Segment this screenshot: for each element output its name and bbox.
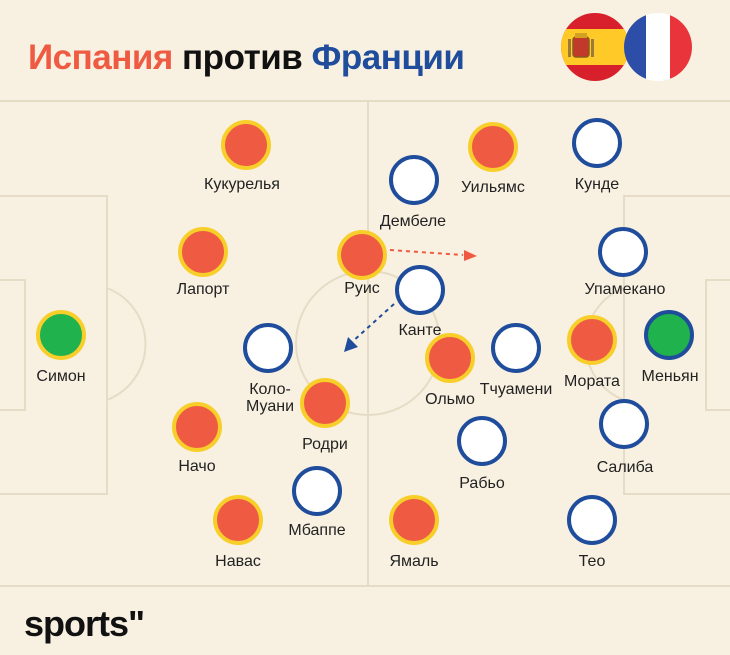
title-versus: против bbox=[182, 38, 303, 77]
player-name: Рабьо bbox=[459, 475, 505, 492]
player-disc-icon bbox=[178, 227, 228, 277]
player-name: Тео bbox=[578, 553, 606, 570]
sports-logo: sports" bbox=[24, 603, 145, 644]
player-name: Коло- Муани bbox=[246, 381, 294, 415]
player-disc-icon bbox=[598, 227, 648, 277]
page-title: Испания против Франции bbox=[28, 38, 465, 77]
player-name: Ямаль bbox=[389, 553, 439, 570]
player-disc-icon bbox=[221, 120, 271, 170]
player-disc-icon bbox=[243, 323, 293, 373]
player-disc-icon bbox=[457, 416, 507, 466]
player-disc-icon bbox=[644, 310, 694, 360]
player-disc-icon bbox=[567, 315, 617, 365]
player-name: Лапорт bbox=[176, 281, 230, 298]
player-disc-icon bbox=[172, 402, 222, 452]
player-name: Упамекано bbox=[584, 281, 666, 298]
player-disc-icon bbox=[300, 378, 350, 428]
player-disc-icon bbox=[491, 323, 541, 373]
title-france: Франции bbox=[311, 38, 465, 77]
player-name: Руис bbox=[344, 280, 380, 297]
player-name: Мбаппе bbox=[288, 522, 346, 539]
player-disc-icon bbox=[599, 399, 649, 449]
player-disc-icon bbox=[389, 495, 439, 545]
run-arrow-blue bbox=[344, 303, 395, 352]
player-disc-icon bbox=[292, 466, 342, 516]
player-disc-icon bbox=[572, 118, 622, 168]
player-name: Родри bbox=[302, 436, 348, 453]
france-flag-icon bbox=[624, 13, 692, 81]
player-disc-icon bbox=[36, 310, 86, 360]
player-name: Начо bbox=[178, 458, 216, 475]
player-disc-icon bbox=[395, 265, 445, 315]
player-name: Симон bbox=[36, 368, 86, 385]
player-disc-icon bbox=[567, 495, 617, 545]
player-disc-icon bbox=[468, 122, 518, 172]
player-disc-icon bbox=[389, 155, 439, 205]
player-name: Тчуамени bbox=[479, 381, 553, 398]
pass-arrow-red bbox=[389, 249, 477, 261]
player-name: Мората bbox=[564, 373, 620, 390]
player-disc-icon bbox=[337, 230, 387, 280]
title-spain: Испания bbox=[28, 38, 173, 77]
player-name: Меньян bbox=[641, 368, 699, 385]
player-disc-icon bbox=[425, 333, 475, 383]
player-name: Уильямс bbox=[461, 179, 525, 196]
player-name: Навас bbox=[215, 553, 261, 570]
spain-flag-icon bbox=[561, 13, 629, 81]
player-name: Ольмо bbox=[425, 391, 475, 408]
player-name: Канте bbox=[398, 322, 442, 339]
player-name: Кукурелья bbox=[204, 176, 280, 193]
player-name: Кунде bbox=[574, 176, 620, 193]
player-name: Дембеле bbox=[379, 213, 447, 230]
player-disc-icon bbox=[213, 495, 263, 545]
player-name: Салиба bbox=[596, 459, 654, 476]
